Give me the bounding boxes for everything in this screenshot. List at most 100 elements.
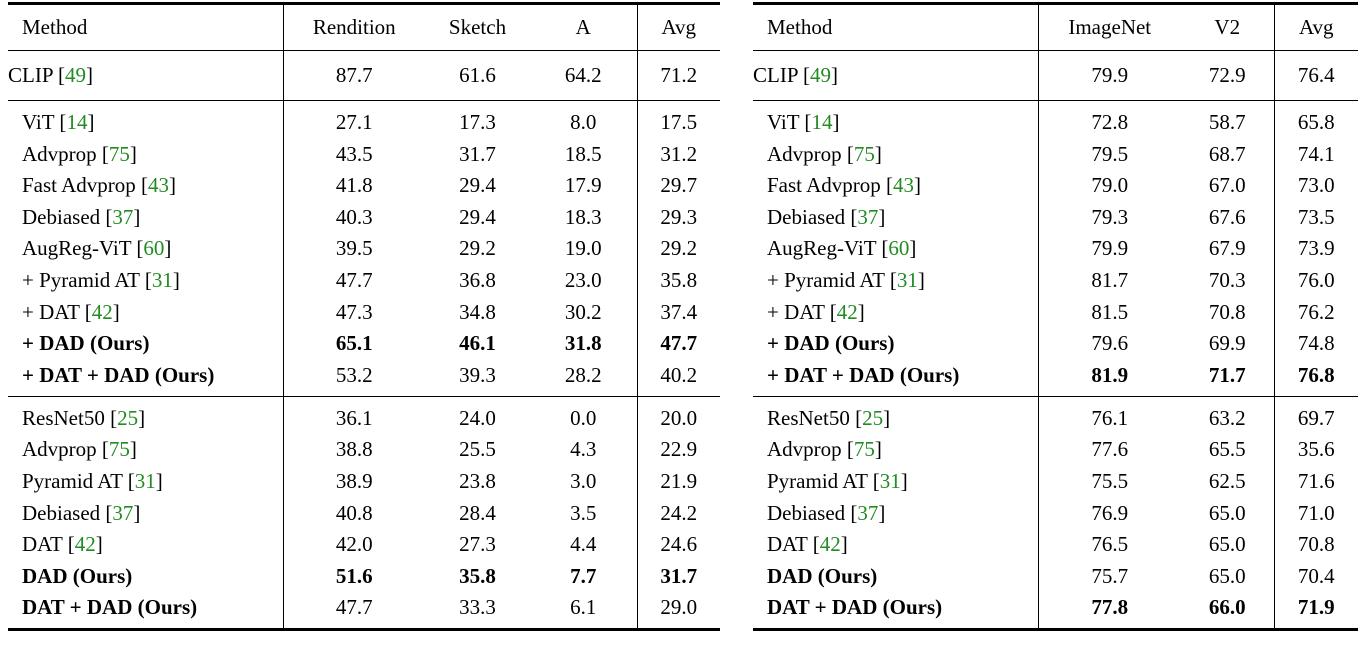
citation-number: 31 xyxy=(151,267,173,292)
table-row: + Pyramid AT [31] 81.7 70.3 76.0 xyxy=(753,264,1358,296)
table-row: + DAD (Ours) 65.1 46.1 31.8 47.7 xyxy=(8,327,720,359)
value-cell: 76.2 xyxy=(1273,295,1358,328)
table-row: AugReg-ViT [60] 79.9 67.9 73.9 xyxy=(753,232,1358,265)
value-cell: 67.6 xyxy=(1208,204,1246,229)
table-row: + DAT [42] 81.5 70.8 76.2 xyxy=(753,295,1358,328)
table-row: ViT [14] 72.8 58.7 65.8 xyxy=(753,100,1358,138)
value-cell: 74.8 xyxy=(1273,327,1358,359)
value-cell: 70.4 xyxy=(1273,559,1358,592)
value-cell: 21.9 xyxy=(636,465,720,497)
value-cell: 38.9 xyxy=(282,465,425,497)
value-cell: 81.7 xyxy=(1037,264,1181,296)
value-cell: 7.7 xyxy=(570,563,597,588)
citation-number: 14 xyxy=(66,110,88,134)
table-row: + DAT + DAD (Ours) 81.9 71.7 76.8 xyxy=(753,358,1358,397)
value-cell: 72.8 xyxy=(1037,100,1181,138)
value-cell: 76.1 xyxy=(1037,396,1181,434)
value-cell: 23.8 xyxy=(459,468,496,493)
table-row: ViT [14] 27.1 17.3 8.0 17.5 xyxy=(8,100,720,138)
value-cell: 29.4 xyxy=(459,173,496,198)
method-cell: Debiased [37] xyxy=(767,500,886,525)
value-cell: 37.4 xyxy=(636,295,720,328)
citation-number: 25 xyxy=(862,405,884,430)
table-row: DAD (Ours) 51.6 35.8 7.7 31.7 xyxy=(8,559,720,592)
value-cell: 46.1 xyxy=(459,331,496,356)
table-row: DAT [42] 42.0 27.3 4.4 24.6 xyxy=(8,528,720,560)
method-cell: Advprop [75] xyxy=(767,437,882,462)
value-cell: 30.2 xyxy=(564,299,602,324)
citation-number: 31 xyxy=(879,468,901,493)
value-cell: 51.6 xyxy=(282,559,425,592)
value-cell: 65.8 xyxy=(1273,100,1358,138)
value-cell: 0.0 xyxy=(570,405,597,430)
value-cell: 27.3 xyxy=(459,532,496,557)
value-cell: 75.5 xyxy=(1037,465,1181,497)
value-cell: 71.0 xyxy=(1273,496,1358,529)
value-cell: 69.9 xyxy=(1208,331,1246,356)
value-cell: 71.9 xyxy=(1273,591,1358,630)
citation-number: 43 xyxy=(893,173,914,198)
value-cell: 23.0 xyxy=(564,267,602,292)
method-cell: Debiased [37] xyxy=(22,204,141,229)
table-row: CLIP [49] 79.9 72.9 76.4 xyxy=(753,50,1358,101)
citation-number: 37 xyxy=(857,204,879,229)
value-cell: 24.2 xyxy=(636,496,720,529)
citation-number: 75 xyxy=(108,437,130,462)
value-cell: 35.8 xyxy=(636,264,720,296)
method-cell: Advprop [75] xyxy=(22,141,137,166)
table-row: DAT + DAD (Ours) 77.8 66.0 71.9 xyxy=(753,591,1358,630)
table-row: + DAT + DAD (Ours) 53.2 39.3 28.2 40.2 xyxy=(8,358,720,397)
column-header-a: A xyxy=(530,3,637,51)
value-cell: 74.1 xyxy=(1273,137,1358,170)
table-row: + Pyramid AT [31] 47.7 36.8 23.0 35.8 xyxy=(8,264,720,296)
value-cell: 47.3 xyxy=(282,295,425,328)
value-cell: 77.8 xyxy=(1037,591,1181,630)
citation-number: 43 xyxy=(148,173,169,198)
value-cell: 17.9 xyxy=(564,173,602,198)
value-cell: 25.5 xyxy=(459,437,496,462)
method-cell: Debiased [37] xyxy=(22,500,141,525)
value-cell: 43.5 xyxy=(282,137,425,170)
citation-number: 42 xyxy=(74,532,96,557)
value-cell: 29.2 xyxy=(459,236,496,261)
table-row: Debiased [37] 40.3 29.4 18.3 29.3 xyxy=(8,200,720,233)
value-cell: 47.7 xyxy=(282,264,425,296)
citation-number: 42 xyxy=(819,532,841,557)
value-cell: 24.0 xyxy=(459,405,496,430)
value-cell: 33.3 xyxy=(459,595,496,620)
value-cell: 40.3 xyxy=(282,200,425,233)
value-cell: 70.8 xyxy=(1273,528,1358,560)
table-row: DAT + DAD (Ours) 47.7 33.3 6.1 29.0 xyxy=(8,591,720,630)
value-cell: 65.0 xyxy=(1208,532,1246,557)
method-cell: DAD (Ours) xyxy=(767,563,878,588)
value-cell: 42.0 xyxy=(282,528,425,560)
column-header-rendition: Rendition xyxy=(282,3,425,51)
value-cell: 53.2 xyxy=(282,358,425,397)
method-cell: DAT + DAD (Ours) xyxy=(767,595,943,620)
value-cell: 76.8 xyxy=(1273,358,1358,397)
column-header-imagenet: ImageNet xyxy=(1037,3,1181,51)
value-cell: 79.6 xyxy=(1037,327,1181,359)
table-row: Advprop [75] 43.5 31.7 18.5 31.2 xyxy=(8,137,720,170)
value-cell: 34.8 xyxy=(459,299,496,324)
method-cell: ViT [14] xyxy=(22,110,95,134)
value-cell: 20.0 xyxy=(636,396,720,434)
table-row: CLIP [49] 87.7 61.6 64.2 71.2 xyxy=(8,50,720,101)
table-row: Advprop [75] 38.8 25.5 4.3 22.9 xyxy=(8,433,720,466)
value-cell: 67.0 xyxy=(1208,173,1246,198)
value-cell: 40.2 xyxy=(636,358,720,397)
value-cell: 73.0 xyxy=(1273,169,1358,201)
value-cell: 17.5 xyxy=(636,100,720,138)
header-row: Method Rendition Sketch A Avg xyxy=(8,3,720,51)
table-row: Pyramid AT [31] 75.5 62.5 71.6 xyxy=(753,465,1358,497)
value-cell: 22.9 xyxy=(636,433,720,466)
method-cell: ResNet50 [25] xyxy=(767,405,891,430)
method-cell: + DAD (Ours) xyxy=(22,331,150,356)
citation-number: 14 xyxy=(811,110,833,134)
value-cell: 31.2 xyxy=(636,137,720,170)
table-row: + DAD (Ours) 79.6 69.9 74.8 xyxy=(753,327,1358,359)
column-header-avg: Avg xyxy=(1273,3,1358,51)
value-cell: 31.7 xyxy=(459,141,496,166)
value-cell: 65.5 xyxy=(1208,437,1246,462)
table-row: AugReg-ViT [60] 39.5 29.2 19.0 29.2 xyxy=(8,232,720,265)
